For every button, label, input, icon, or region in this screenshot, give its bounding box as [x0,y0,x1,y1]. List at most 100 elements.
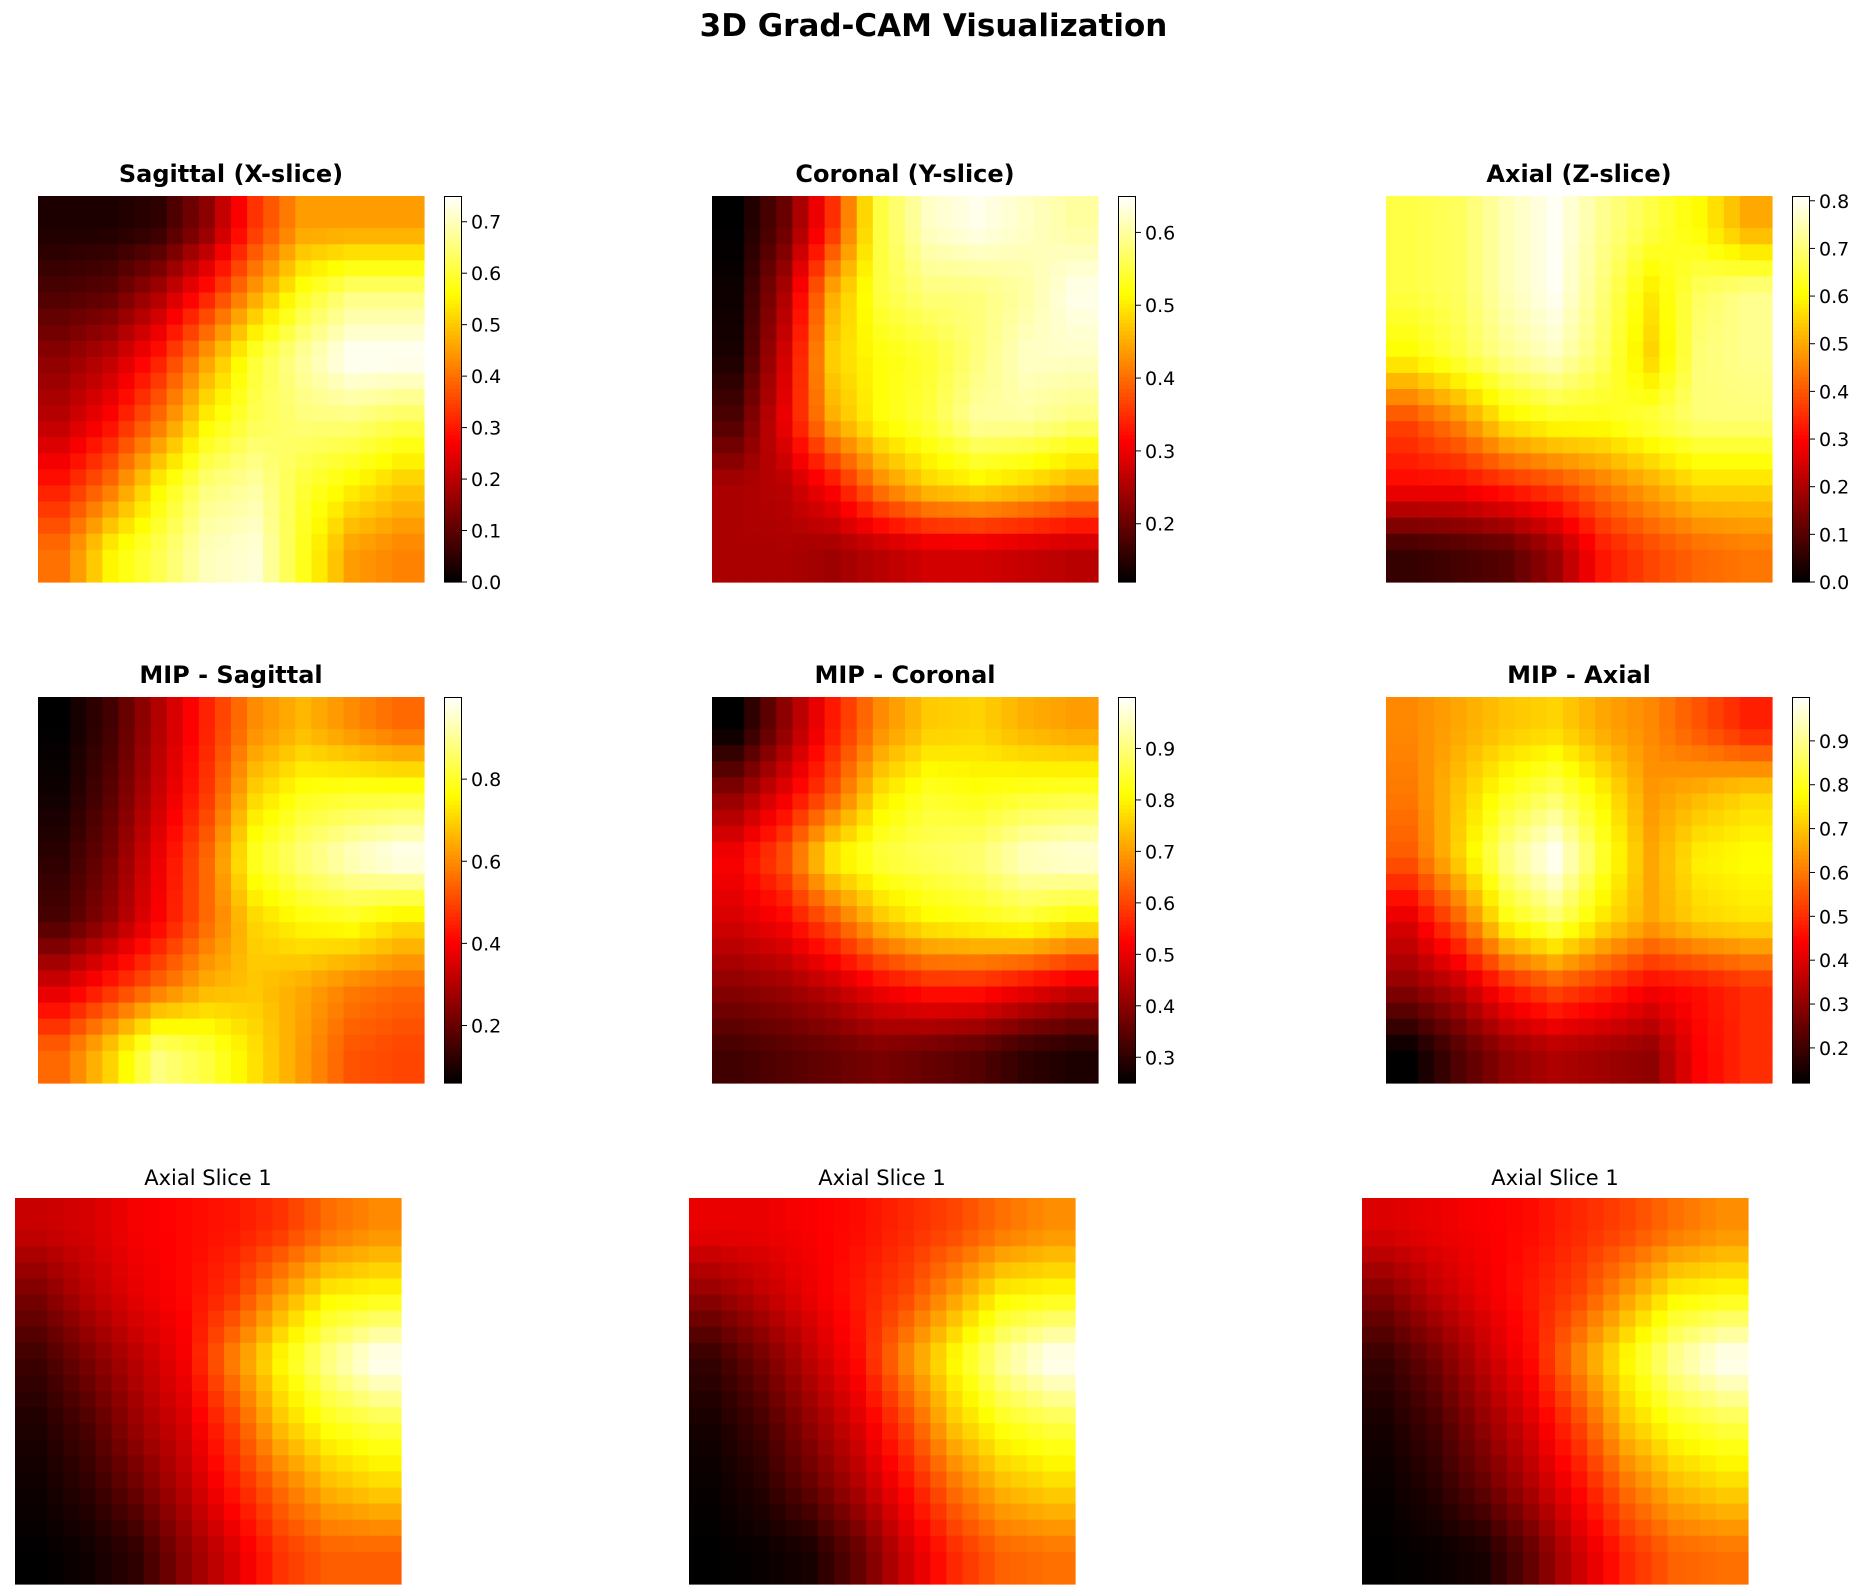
colorbar-segment [444,978,462,984]
heatmap-cell [1466,729,1484,746]
heatmap-cell [208,1374,225,1392]
heatmap-cell [336,1294,354,1312]
heatmap-cell [240,1198,257,1215]
heatmap-cell [118,212,136,229]
heatmap-cell [1081,1002,1099,1020]
heatmap-cell [1466,1002,1484,1020]
heatmap-cell [1418,809,1435,827]
heatmap-cell [785,1310,803,1328]
heatmap-cell [1017,857,1035,875]
heatmap-cell [1386,938,1403,955]
heatmap-cell [728,517,745,535]
heatmap-cell [391,196,409,213]
colorbar-segment [1118,781,1136,787]
heatmap-cell [1691,517,1709,535]
heatmap-cell [1001,244,1019,261]
heatmap-cell [256,1551,273,1569]
heatmap-cell [407,857,425,875]
heatmap-cell [175,1294,193,1312]
heatmap-cell [840,1018,858,1036]
heatmap-cell [166,340,184,358]
heatmap-cell [1482,890,1500,907]
heatmap-cell [263,565,280,583]
heatmap-cell [712,324,729,342]
heatmap-cell [808,1002,826,1020]
heatmap-cell [921,777,938,795]
heatmap-cell [1595,906,1612,923]
heatmap-cell [295,389,313,406]
colorbar-tick-label: 0.7 [471,212,501,234]
heatmap-cell [31,1391,48,1408]
heatmap-cell [263,469,280,487]
heatmap-cell [102,777,120,795]
heatmap-cell [1386,437,1403,454]
heatmap-cell [1595,745,1612,762]
heatmap-cell [905,793,922,811]
heatmap-cell [792,745,810,762]
heatmap-cell [407,308,425,326]
heatmap-cell [1049,517,1067,535]
heatmap-cell [1627,260,1644,278]
heatmap-cell [1546,356,1564,374]
colorbar-segment [444,843,462,849]
heatmap-cell [102,841,120,859]
heatmap-cell [937,260,954,278]
colorbar-segment [1118,470,1136,475]
heatmap-cell [953,453,970,471]
colorbar-segment [1118,574,1136,579]
heatmap-cell [1595,405,1612,422]
heatmap-cell [279,324,296,342]
heatmap-cell [1562,1050,1580,1068]
heatmap-cell [1627,825,1644,843]
heatmap-cell [118,793,136,811]
heatmap-cell [1723,517,1741,535]
heatmap-cell [824,292,842,310]
heatmap-cell [905,421,922,438]
heatmap-cell [1482,517,1500,535]
heatmap-cell [118,501,136,519]
heatmap-cell [1482,276,1500,294]
heatmap-cell [712,308,729,326]
colorbar-segment [444,269,462,274]
colorbar-segment [1792,1048,1810,1053]
heatmap-cell [359,809,377,827]
heatmap-cell [1033,340,1051,358]
heatmap-cell [1482,549,1500,567]
heatmap-cell [833,1294,851,1312]
heatmap-cell [375,906,393,923]
heatmap-cell [776,890,794,907]
heatmap-cell [208,1294,225,1312]
colorbar-segment [1792,739,1810,744]
heatmap-cell [937,970,954,988]
heatmap-cell [214,228,232,245]
heatmap-cell [1402,356,1419,374]
heatmap-cell [776,389,794,406]
heatmap-cell [969,970,987,988]
heatmap-cell [63,1310,80,1328]
heatmap-cell [1065,1050,1083,1068]
colorbar-segment [1118,578,1136,583]
heatmap-cell [1049,421,1067,438]
heatmap-cell [336,1535,354,1553]
heatmap-cell [320,1310,338,1328]
heatmap-cell [1081,697,1099,714]
heatmap-cell [1450,777,1468,795]
heatmap-cell [1530,228,1548,245]
heatmap-cell [272,1423,290,1440]
heatmap-cell [1627,970,1644,988]
heatmap-cell [921,469,938,487]
heatmap-cell [792,308,810,326]
heatmap-cell [769,1230,787,1247]
heatmap-cell [182,938,200,955]
heatmap-cell [937,986,954,1004]
heatmap-cell [247,745,264,762]
heatmap-cell [1386,244,1403,261]
heatmap-cell [1643,1066,1661,1084]
heatmap-cell [824,260,842,278]
heatmap-cell [792,1002,810,1020]
heatmap-cell [231,922,248,939]
heatmap-cell [231,453,248,471]
colorbar-segment [1792,392,1810,398]
colorbar-segment [1118,967,1136,972]
heatmap-cell [47,1471,64,1489]
